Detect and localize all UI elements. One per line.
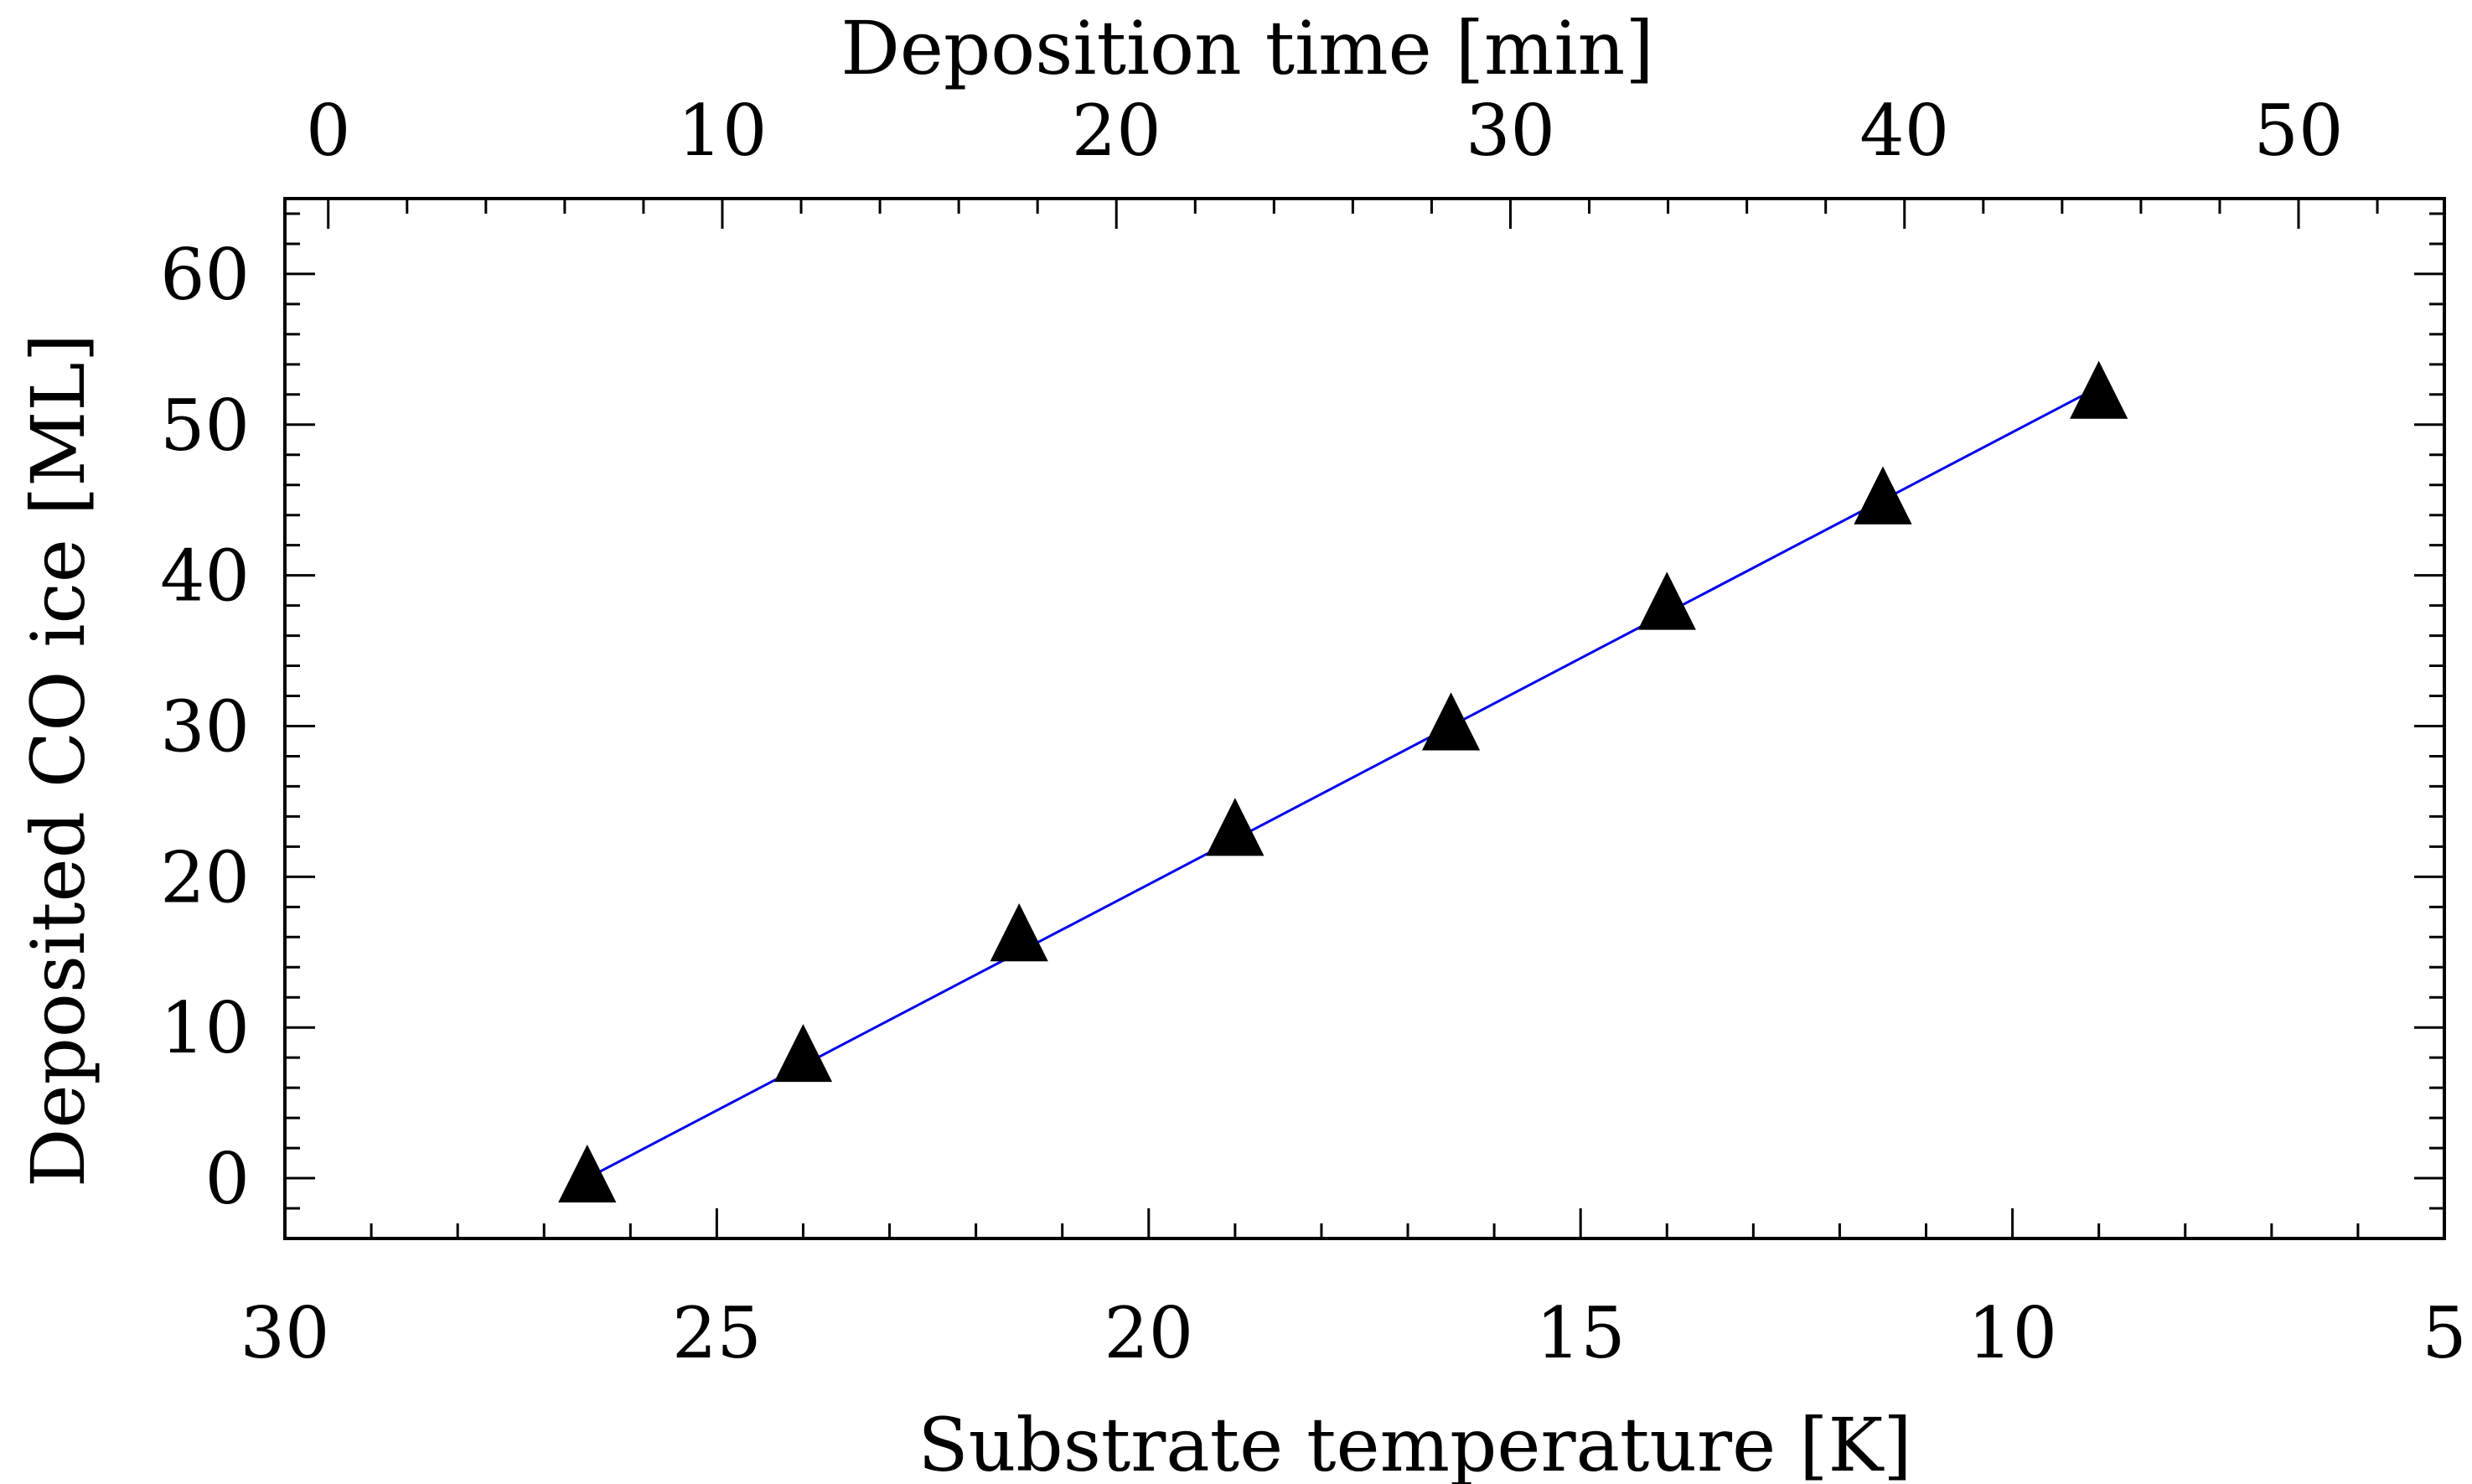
x2-tick-label: 0 — [306, 90, 350, 172]
fit-line — [587, 385, 2100, 1180]
data-point-marker — [558, 1144, 617, 1203]
y-axis-label: Deposited CO ice [ML] — [15, 334, 101, 1187]
x-tick-label: 10 — [1968, 1292, 2057, 1374]
fit-line-layer — [587, 385, 2100, 1180]
x2-tick-label: 30 — [1466, 90, 1555, 172]
data-point-marker — [773, 1023, 833, 1083]
x2-tick-label: 10 — [678, 90, 768, 172]
data-point-marker — [1854, 466, 1912, 525]
y-tick-label: 0 — [205, 1138, 250, 1220]
y-tick-label: 50 — [160, 385, 250, 467]
y-tick-label: 10 — [160, 987, 250, 1069]
x-tick-label: 20 — [1104, 1292, 1193, 1374]
x2-tick-label: 40 — [1859, 90, 1949, 172]
y-tick-label: 60 — [160, 234, 250, 316]
data-point-marker — [990, 903, 1048, 962]
y-tick-label: 20 — [160, 836, 250, 918]
axis-ticks — [283, 199, 2446, 1240]
y-tick-label: 40 — [160, 535, 250, 618]
x-axis-label: Substrate temperature [K] — [918, 1402, 1911, 1484]
x-tick-label: 15 — [1536, 1292, 1626, 1374]
y-tick-label: 30 — [160, 685, 250, 768]
top-axis-label: Deposition time [min] — [840, 5, 1653, 91]
data-point-marker — [2070, 360, 2128, 419]
x-tick-label: 5 — [2422, 1292, 2466, 1374]
data-point-marker — [1421, 692, 1481, 751]
data-point-marker — [1206, 798, 1264, 856]
x2-tick-label: 20 — [1072, 90, 1161, 172]
plot-frame — [283, 197, 2446, 1240]
x2-tick-label: 50 — [2254, 90, 2344, 172]
data-markers — [558, 360, 2128, 1203]
data-point-marker — [1637, 571, 1696, 630]
x-tick-label: 25 — [672, 1292, 762, 1374]
x-tick-label: 30 — [240, 1292, 330, 1374]
